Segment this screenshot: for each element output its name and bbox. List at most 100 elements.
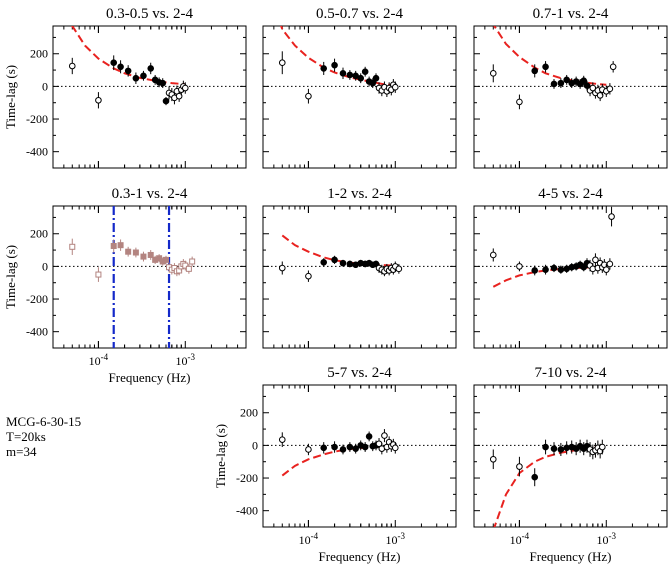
point-marker bbox=[599, 443, 606, 451]
point-marker bbox=[606, 85, 614, 93]
point-marker bbox=[278, 59, 286, 67]
model-curve bbox=[281, 234, 396, 267]
data-point bbox=[147, 62, 155, 75]
data-point bbox=[124, 65, 132, 77]
point-marker bbox=[278, 264, 286, 272]
panel-title: 0.7-1 vs. 2-4 bbox=[533, 6, 609, 22]
model-curve bbox=[281, 445, 396, 477]
point-marker bbox=[320, 65, 328, 72]
panel-title: 0.3-0.5 vs. 2-4 bbox=[106, 6, 194, 22]
point-marker bbox=[305, 446, 312, 453]
point-marker bbox=[602, 266, 610, 273]
point-marker bbox=[125, 248, 132, 255]
point-marker bbox=[163, 256, 170, 263]
point-marker bbox=[110, 59, 118, 67]
data-point bbox=[346, 442, 354, 452]
point-marker bbox=[372, 74, 380, 82]
data-point bbox=[95, 267, 102, 282]
point-marker bbox=[557, 79, 565, 87]
point-marker bbox=[339, 259, 347, 267]
data-point bbox=[159, 78, 167, 89]
point-marker bbox=[346, 260, 354, 268]
data-point bbox=[381, 429, 388, 443]
point-marker bbox=[352, 72, 359, 80]
x-axis-label: Frequency (Hz) bbox=[530, 549, 612, 564]
data-point bbox=[542, 264, 549, 275]
data-point bbox=[156, 254, 163, 263]
x-tick-label: 10-3 bbox=[176, 352, 196, 368]
data-point bbox=[531, 265, 539, 276]
point-marker bbox=[489, 455, 497, 463]
point-marker bbox=[140, 72, 147, 80]
data-point bbox=[489, 449, 497, 470]
data-point bbox=[125, 246, 132, 257]
point-marker bbox=[357, 74, 365, 82]
data-point bbox=[563, 441, 570, 455]
x-tick-label: 10-4 bbox=[510, 531, 530, 547]
panel-4: 0.3-1 vs. 2-4 -400 -200 0 200 10-4 10-3 Frequen… bbox=[3, 186, 247, 385]
data-point bbox=[278, 261, 286, 275]
point-marker bbox=[608, 213, 615, 220]
point-marker bbox=[159, 79, 167, 87]
data-point bbox=[182, 260, 189, 271]
data-point bbox=[320, 61, 328, 75]
point-marker bbox=[95, 96, 102, 104]
panel-plot-area bbox=[474, 26, 667, 110]
object-name: MCG-6-30-15 bbox=[6, 414, 82, 429]
y-tick-label: 200 bbox=[240, 406, 258, 420]
y-tick-label: -400 bbox=[236, 504, 258, 518]
panel-frame bbox=[52, 25, 247, 169]
data-point bbox=[369, 78, 377, 89]
panel-plot-area bbox=[474, 206, 667, 288]
data-point bbox=[69, 238, 76, 255]
y-tick-label: -200 bbox=[236, 471, 258, 485]
point-marker bbox=[606, 260, 614, 268]
data-point bbox=[378, 442, 386, 455]
data-point bbox=[550, 79, 558, 89]
data-point bbox=[606, 258, 614, 270]
data-point bbox=[162, 97, 170, 106]
x-tick-label: 10-3 bbox=[386, 531, 406, 547]
data-point bbox=[189, 256, 196, 267]
panel-title: 1-2 vs. 2-4 bbox=[327, 186, 392, 202]
point-marker bbox=[489, 251, 497, 259]
data-point bbox=[516, 94, 523, 110]
data-point bbox=[592, 253, 599, 267]
point-marker bbox=[124, 67, 132, 75]
data-point bbox=[320, 442, 328, 454]
point-marker bbox=[596, 92, 604, 99]
y-tick-label: -200 bbox=[26, 112, 48, 126]
panel-5: 1-2 vs. 2-4 bbox=[262, 186, 457, 349]
data-point bbox=[395, 263, 403, 274]
point-marker bbox=[95, 271, 102, 278]
point-marker bbox=[557, 446, 565, 453]
y-axis-label: Time-lag (s) bbox=[3, 65, 18, 129]
data-point bbox=[305, 270, 312, 282]
data-point bbox=[110, 55, 118, 71]
data-point bbox=[320, 258, 328, 267]
point-marker bbox=[346, 443, 354, 451]
data-point bbox=[365, 431, 373, 442]
data-point bbox=[531, 64, 539, 78]
segment-length: T=20ks bbox=[6, 429, 46, 444]
point-marker bbox=[331, 256, 338, 264]
point-marker bbox=[320, 259, 328, 266]
data-point bbox=[117, 60, 124, 74]
y-tick-label: 200 bbox=[30, 227, 48, 241]
panel-plot-area bbox=[53, 26, 246, 109]
panel-frame bbox=[262, 384, 457, 528]
y-axis-label: Time-lag (s) bbox=[3, 245, 18, 309]
point-marker bbox=[516, 463, 523, 470]
data-point bbox=[357, 73, 365, 84]
point-marker bbox=[305, 92, 312, 100]
data-point bbox=[339, 67, 347, 80]
data-point bbox=[163, 255, 170, 264]
point-marker bbox=[132, 74, 140, 82]
point-marker bbox=[557, 266, 565, 273]
point-marker bbox=[592, 256, 599, 264]
point-marker bbox=[489, 70, 497, 77]
panel-title: 0.5-0.7 vs. 2-4 bbox=[316, 6, 404, 22]
data-point bbox=[305, 88, 312, 104]
point-marker bbox=[531, 267, 539, 274]
